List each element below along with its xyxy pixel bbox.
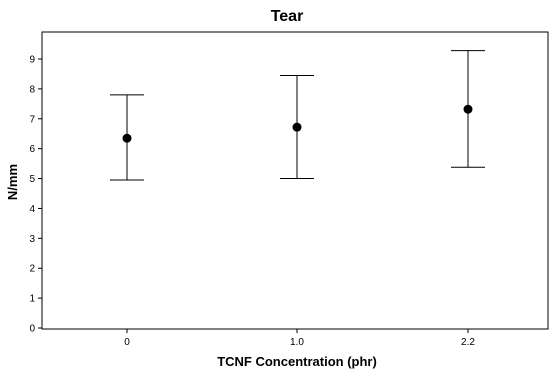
data-point-2 <box>464 105 473 114</box>
y-axis-ticks: 0 1 2 3 4 5 6 7 8 9 <box>29 55 42 335</box>
y-tick-label-6: 6 <box>29 144 35 155</box>
y-tick-label-1: 1 <box>29 294 35 305</box>
y-tick-label-9: 9 <box>29 55 35 66</box>
y-axis-label: N/mm <box>5 164 20 200</box>
x-axis-label: TCNF Concentration (phr) <box>217 354 377 369</box>
x-tick-label-0: 0 <box>124 337 130 348</box>
x-tick-label-2: 2.2 <box>461 337 475 348</box>
x-tick-label-1: 1.0 <box>290 337 304 348</box>
y-tick-label-8: 8 <box>29 84 35 95</box>
data-marks <box>110 51 485 180</box>
data-point-0 <box>123 134 132 143</box>
y-tick-label-7: 7 <box>29 114 35 125</box>
data-point-1 <box>293 123 302 132</box>
y-tick-label-4: 4 <box>29 204 35 215</box>
y-tick-label-5: 5 <box>29 174 35 185</box>
y-tick-label-2: 2 <box>29 264 35 275</box>
y-tick-label-3: 3 <box>29 234 35 245</box>
y-tick-label-0: 0 <box>29 324 35 335</box>
chart-title: Tear <box>271 8 304 25</box>
x-axis-ticks: 0 1.0 2.2 <box>124 329 475 348</box>
